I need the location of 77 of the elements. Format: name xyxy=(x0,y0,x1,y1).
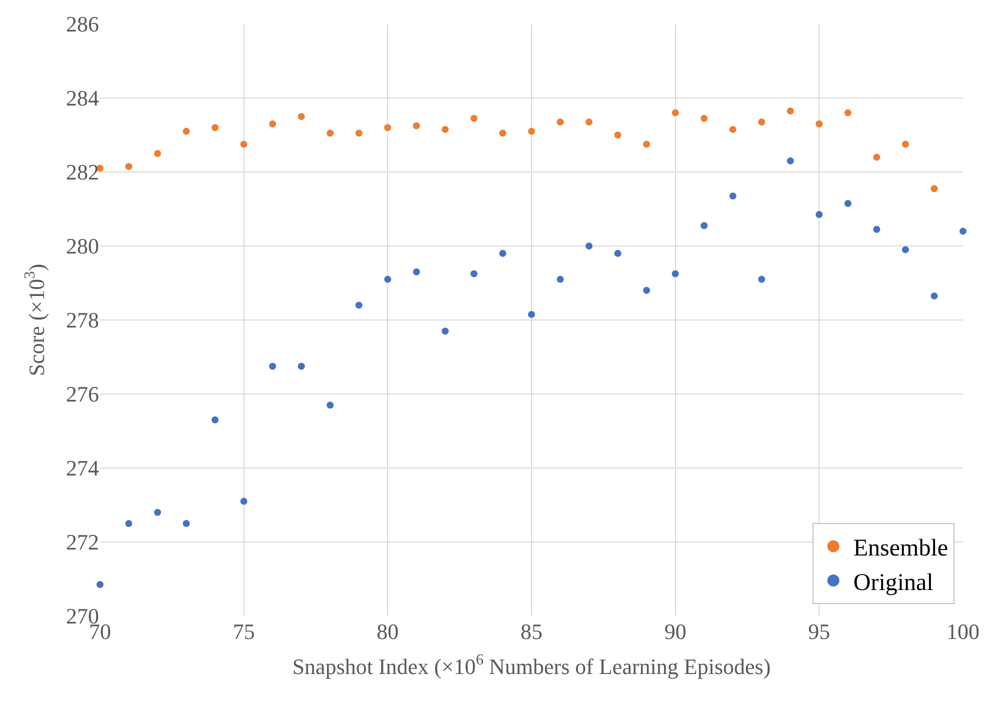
point xyxy=(700,114,708,122)
point xyxy=(240,140,248,148)
y-tick-label: 284 xyxy=(66,86,99,111)
point xyxy=(154,508,162,516)
point xyxy=(269,362,276,370)
x-tick-label: 95 xyxy=(808,619,830,644)
point xyxy=(786,107,794,114)
point xyxy=(182,520,190,527)
x-tick-label: 75 xyxy=(232,619,255,644)
point xyxy=(470,114,478,122)
point xyxy=(326,402,334,409)
point xyxy=(643,140,650,148)
y-tick-label: 272 xyxy=(66,530,99,555)
point xyxy=(528,310,535,318)
point xyxy=(902,246,909,254)
legend-label: Ensemble xyxy=(853,536,948,562)
point xyxy=(442,126,449,133)
point xyxy=(212,124,219,132)
point xyxy=(125,162,132,170)
point xyxy=(614,132,622,138)
point xyxy=(930,185,938,192)
point xyxy=(643,286,650,294)
point xyxy=(930,292,938,300)
point xyxy=(384,276,392,283)
point xyxy=(729,192,736,200)
point xyxy=(298,362,305,370)
point xyxy=(816,120,823,128)
x-axis-title: Snapshot Index (×10$^{6}$ Numbers of Learning Episodes) xyxy=(292,652,771,679)
point xyxy=(873,154,880,161)
point xyxy=(384,124,392,132)
point xyxy=(442,328,449,335)
point xyxy=(355,130,362,137)
point xyxy=(586,242,593,250)
x-tick-label: 85 xyxy=(520,619,542,644)
point xyxy=(844,109,852,116)
point xyxy=(269,120,276,128)
y-tick-label: 286 xyxy=(66,12,99,37)
point xyxy=(672,109,679,116)
x-tick-label: 80 xyxy=(376,619,399,644)
point xyxy=(499,250,506,257)
point xyxy=(816,211,823,218)
point xyxy=(528,128,535,135)
y-tick-label: 278 xyxy=(66,308,99,333)
y-tick-label: 276 xyxy=(66,382,99,407)
point xyxy=(499,130,506,137)
point xyxy=(758,118,766,126)
point xyxy=(298,113,305,120)
point xyxy=(326,130,334,137)
x-tick-label: 90 xyxy=(664,619,686,644)
point xyxy=(182,128,190,135)
point xyxy=(355,302,362,309)
y-tick-label: 274 xyxy=(66,456,99,481)
point xyxy=(729,126,736,133)
point xyxy=(960,228,966,235)
point xyxy=(672,270,679,278)
point xyxy=(240,498,248,505)
y-tick-label: 280 xyxy=(66,234,99,259)
point xyxy=(470,270,478,278)
point xyxy=(844,200,852,207)
point xyxy=(412,268,420,276)
point xyxy=(125,520,132,527)
legend-label: Original xyxy=(853,570,934,596)
x-tick-label: 100 xyxy=(946,619,980,644)
point xyxy=(758,276,766,283)
point xyxy=(902,140,909,148)
point xyxy=(154,150,162,157)
point xyxy=(586,118,593,126)
point xyxy=(873,226,880,233)
point xyxy=(96,581,104,588)
point xyxy=(556,276,564,283)
point xyxy=(614,250,622,257)
point xyxy=(556,118,564,126)
point xyxy=(700,222,708,230)
point xyxy=(212,416,219,424)
point xyxy=(786,157,794,164)
point xyxy=(412,122,420,130)
y-tick-label: 282 xyxy=(66,160,99,185)
